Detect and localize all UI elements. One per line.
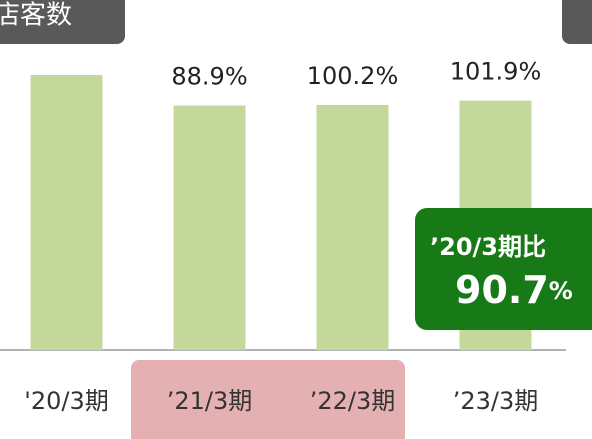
x-tick-label: ’21/3期 <box>167 387 253 415</box>
title-box <box>0 0 125 44</box>
title-box-right <box>562 0 592 44</box>
x-tick-label: '20/3期 <box>24 387 109 415</box>
callout-number: 90.7 <box>455 268 549 312</box>
callout-value: 90.7% <box>455 268 573 312</box>
x-tick-label: ’22/3期 <box>310 387 396 415</box>
chart-title: 店客数 <box>0 1 72 31</box>
growth-label: 100.2% <box>307 62 399 90</box>
callout-box <box>415 208 592 330</box>
callout: ’20/3期比 90.7% <box>415 208 592 330</box>
growth-label: 88.9% <box>171 63 247 91</box>
bar <box>173 105 246 351</box>
growth-label: 101.9% <box>450 58 542 86</box>
x-tick-label: ’23/3期 <box>453 387 539 415</box>
bar <box>30 75 103 350</box>
highlight <box>131 360 405 439</box>
bar <box>316 104 389 350</box>
callout-label: ’20/3期比 <box>430 233 546 261</box>
callout-unit: % <box>549 277 573 305</box>
